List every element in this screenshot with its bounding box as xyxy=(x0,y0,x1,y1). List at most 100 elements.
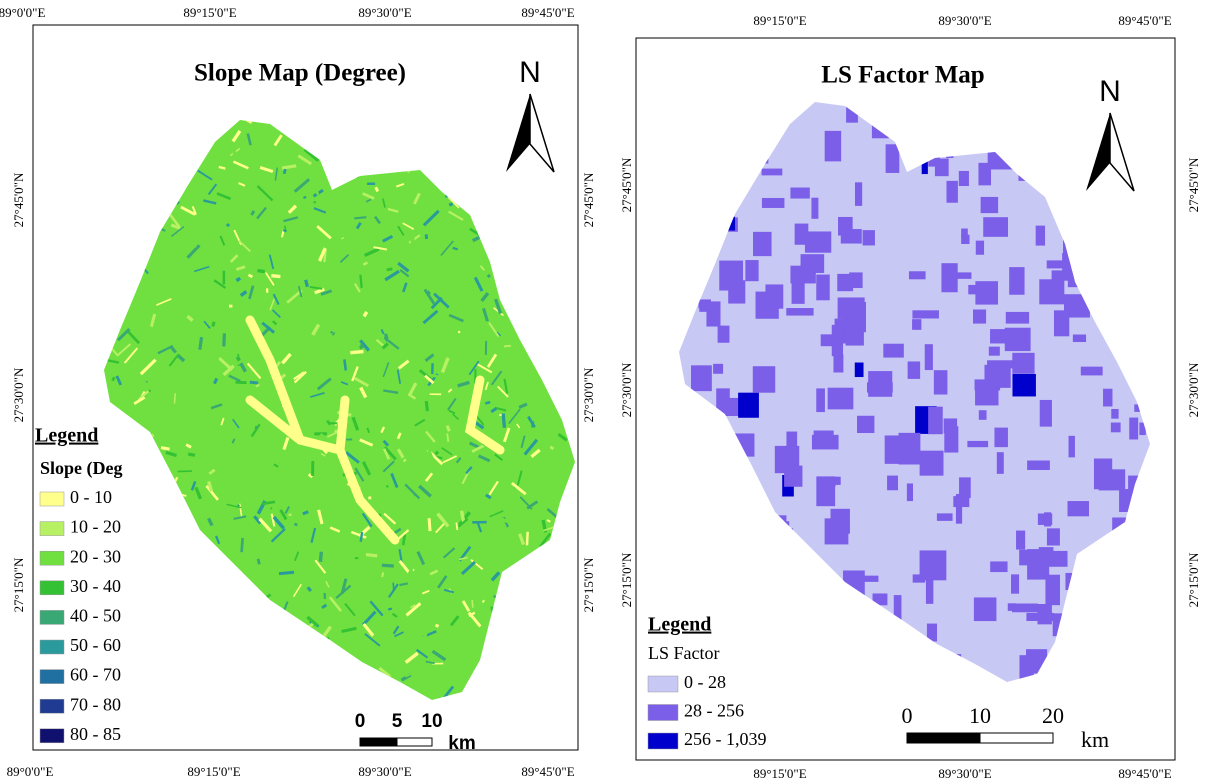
legend-label: 40 - 50 xyxy=(70,606,121,626)
patch xyxy=(1110,615,1117,642)
stroke xyxy=(486,667,489,678)
stroke xyxy=(275,639,284,653)
north-arrow xyxy=(1110,113,1134,191)
stroke xyxy=(544,342,551,345)
stroke xyxy=(575,187,580,193)
stroke xyxy=(338,129,340,143)
stroke xyxy=(551,670,559,684)
stroke xyxy=(303,197,306,198)
scale-label: 10 xyxy=(421,711,442,732)
stroke xyxy=(161,448,170,449)
patch xyxy=(1011,574,1019,593)
stroke xyxy=(139,161,141,166)
legend-label: 10 - 20 xyxy=(70,517,121,537)
patch xyxy=(688,103,712,113)
stroke xyxy=(291,103,303,113)
stroke xyxy=(112,377,114,381)
stroke xyxy=(516,582,528,593)
stroke xyxy=(552,333,564,334)
patch xyxy=(841,229,862,243)
stroke xyxy=(224,333,225,346)
stroke xyxy=(554,585,561,588)
stroke xyxy=(90,251,105,255)
patch xyxy=(868,371,892,397)
coord-label: 27°15'0"N xyxy=(11,557,26,612)
stroke xyxy=(481,139,488,145)
coord-label: 89°45'0"E xyxy=(1118,766,1171,781)
stroke xyxy=(354,217,366,218)
stroke xyxy=(472,142,481,147)
stroke xyxy=(175,482,176,485)
legend-swatch xyxy=(40,640,64,654)
patch xyxy=(825,518,849,544)
patch xyxy=(976,241,984,255)
coord-label: 27°45'0"N xyxy=(1186,157,1201,212)
stroke xyxy=(100,116,106,117)
patch xyxy=(1134,206,1140,229)
stroke xyxy=(193,688,196,698)
patch xyxy=(988,142,1015,170)
scale-bar xyxy=(360,738,397,746)
patch xyxy=(948,654,961,669)
stroke xyxy=(436,452,438,455)
stroke xyxy=(546,669,558,675)
stroke xyxy=(102,431,109,440)
stroke xyxy=(557,124,568,134)
patch xyxy=(690,495,698,501)
patch xyxy=(975,381,998,406)
legend-swatch xyxy=(648,705,678,721)
patch xyxy=(1129,418,1138,440)
scale-label: 0 xyxy=(355,711,366,732)
legend-label: 80 - 85 xyxy=(70,724,121,744)
stroke xyxy=(488,109,498,113)
stroke xyxy=(506,132,511,138)
stroke xyxy=(225,647,235,658)
patch xyxy=(1136,170,1155,193)
stroke xyxy=(311,87,323,100)
stroke xyxy=(547,98,549,102)
stroke xyxy=(252,211,254,215)
stroke xyxy=(511,174,516,188)
stroke xyxy=(350,352,363,353)
patch xyxy=(1068,501,1089,516)
stroke xyxy=(478,681,488,683)
patch xyxy=(801,254,825,273)
stroke xyxy=(493,251,496,255)
stroke xyxy=(522,186,533,192)
patch xyxy=(793,623,812,638)
stroke xyxy=(574,236,587,245)
figure: 89°0'0"E89°15'0"E89°30'0"E89°45'0"E89°0'… xyxy=(0,0,1205,783)
stroke xyxy=(282,650,289,656)
stroke xyxy=(137,122,152,123)
patch xyxy=(816,476,835,506)
patch xyxy=(786,432,797,447)
stroke xyxy=(147,490,161,504)
patch xyxy=(1039,279,1064,304)
patch xyxy=(805,231,831,252)
legend-label: 30 - 40 xyxy=(70,576,121,596)
stroke xyxy=(512,271,524,285)
stroke xyxy=(171,477,177,489)
patch xyxy=(728,601,750,612)
stroke xyxy=(125,263,135,275)
stroke xyxy=(490,164,503,170)
stroke xyxy=(176,649,185,658)
stroke xyxy=(197,93,205,108)
stroke xyxy=(570,534,584,545)
stroke xyxy=(153,661,159,673)
patch xyxy=(974,597,997,621)
stroke xyxy=(103,125,117,137)
stroke xyxy=(361,142,373,155)
map-panel: 89°15'0"E89°30'0"E89°45'0"E89°15'0"E89°3… xyxy=(619,13,1201,781)
stroke xyxy=(525,601,528,610)
north-arrow xyxy=(530,94,554,172)
stroke xyxy=(215,686,221,688)
patch xyxy=(846,329,864,345)
stroke xyxy=(546,362,551,365)
patch xyxy=(934,370,948,394)
stroke xyxy=(236,278,240,280)
patch xyxy=(1052,270,1078,280)
stroke xyxy=(214,622,219,623)
patch xyxy=(703,423,720,429)
stroke xyxy=(525,643,537,651)
